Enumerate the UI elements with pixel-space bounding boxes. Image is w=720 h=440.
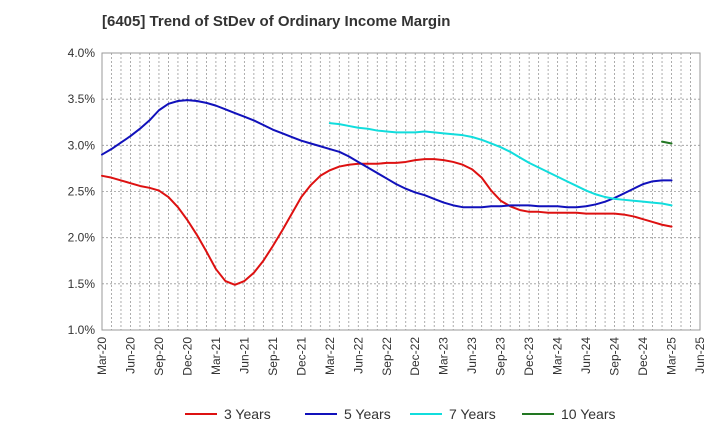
- y-tick-label: 3.5%: [68, 92, 96, 106]
- legend-label-5-years: 5 Years: [344, 406, 391, 422]
- x-tick-label: Mar-21: [209, 337, 223, 375]
- x-tick-label: Jun-23: [465, 337, 479, 374]
- grid-layer: [101, 52, 701, 331]
- x-tick-label: Jun-22: [351, 337, 365, 374]
- x-tick-label: Mar-24: [551, 337, 565, 375]
- x-axis-ticks: Mar-20 Jun-20 Sep-20 Dec-20 Mar-21 Jun-21 Sep-…: [95, 337, 707, 376]
- y-axis-ticks: 1.0% 1.5% 2.0% 2.5% 3.0% 3.5% 4.0%: [68, 46, 96, 337]
- x-tick-label: Dec-24: [636, 337, 650, 376]
- x-tick-label: Sep-21: [266, 337, 280, 376]
- x-tick-label: Dec-22: [408, 337, 422, 376]
- x-tick-label: Sep-20: [152, 337, 166, 376]
- y-tick-label: 1.0%: [68, 323, 96, 337]
- x-tick-label: Sep-23: [494, 337, 508, 376]
- legend-label-7-years: 7 Years: [449, 406, 496, 422]
- x-tick-label: Mar-23: [437, 337, 451, 375]
- x-tick-label: Sep-22: [380, 337, 394, 376]
- series-line-5-years: [101, 99, 673, 209]
- x-tick-label: Mar-20: [95, 337, 109, 375]
- chart-title: [6405] Trend of StDev of Ordinary Income…: [102, 13, 451, 30]
- legend-label-3-years: 3 Years: [224, 406, 271, 422]
- x-tick-label: Dec-21: [294, 337, 308, 376]
- plot-frame: [101, 52, 701, 331]
- x-tick-label: Mar-22: [323, 337, 337, 375]
- y-tick-label: 2.0%: [68, 231, 96, 245]
- x-tick-label: Dec-20: [180, 337, 194, 376]
- x-tick-label: Jun-21: [237, 337, 251, 374]
- y-tick-label: 2.5%: [68, 185, 96, 199]
- y-tick-label: 1.5%: [68, 277, 96, 291]
- series-line-10-years: [661, 140, 673, 145]
- x-tick-label: Jun-25: [693, 337, 707, 374]
- series-line-3-years: [101, 158, 673, 286]
- x-tick-label: Jun-20: [123, 337, 137, 374]
- x-tick-label: Dec-23: [522, 337, 536, 376]
- y-tick-label: 4.0%: [68, 46, 96, 60]
- x-tick-label: Jun-24: [579, 337, 593, 374]
- x-tick-label: Sep-24: [608, 337, 622, 376]
- legend: 3 Years 5 Years 7 Years 10 Years: [185, 406, 616, 422]
- series-layer: [101, 99, 673, 286]
- legend-label-10-years: 10 Years: [561, 406, 616, 422]
- y-tick-label: 3.0%: [68, 138, 96, 152]
- series-line-7-years: [328, 122, 673, 207]
- x-tick-label: Mar-25: [665, 337, 679, 375]
